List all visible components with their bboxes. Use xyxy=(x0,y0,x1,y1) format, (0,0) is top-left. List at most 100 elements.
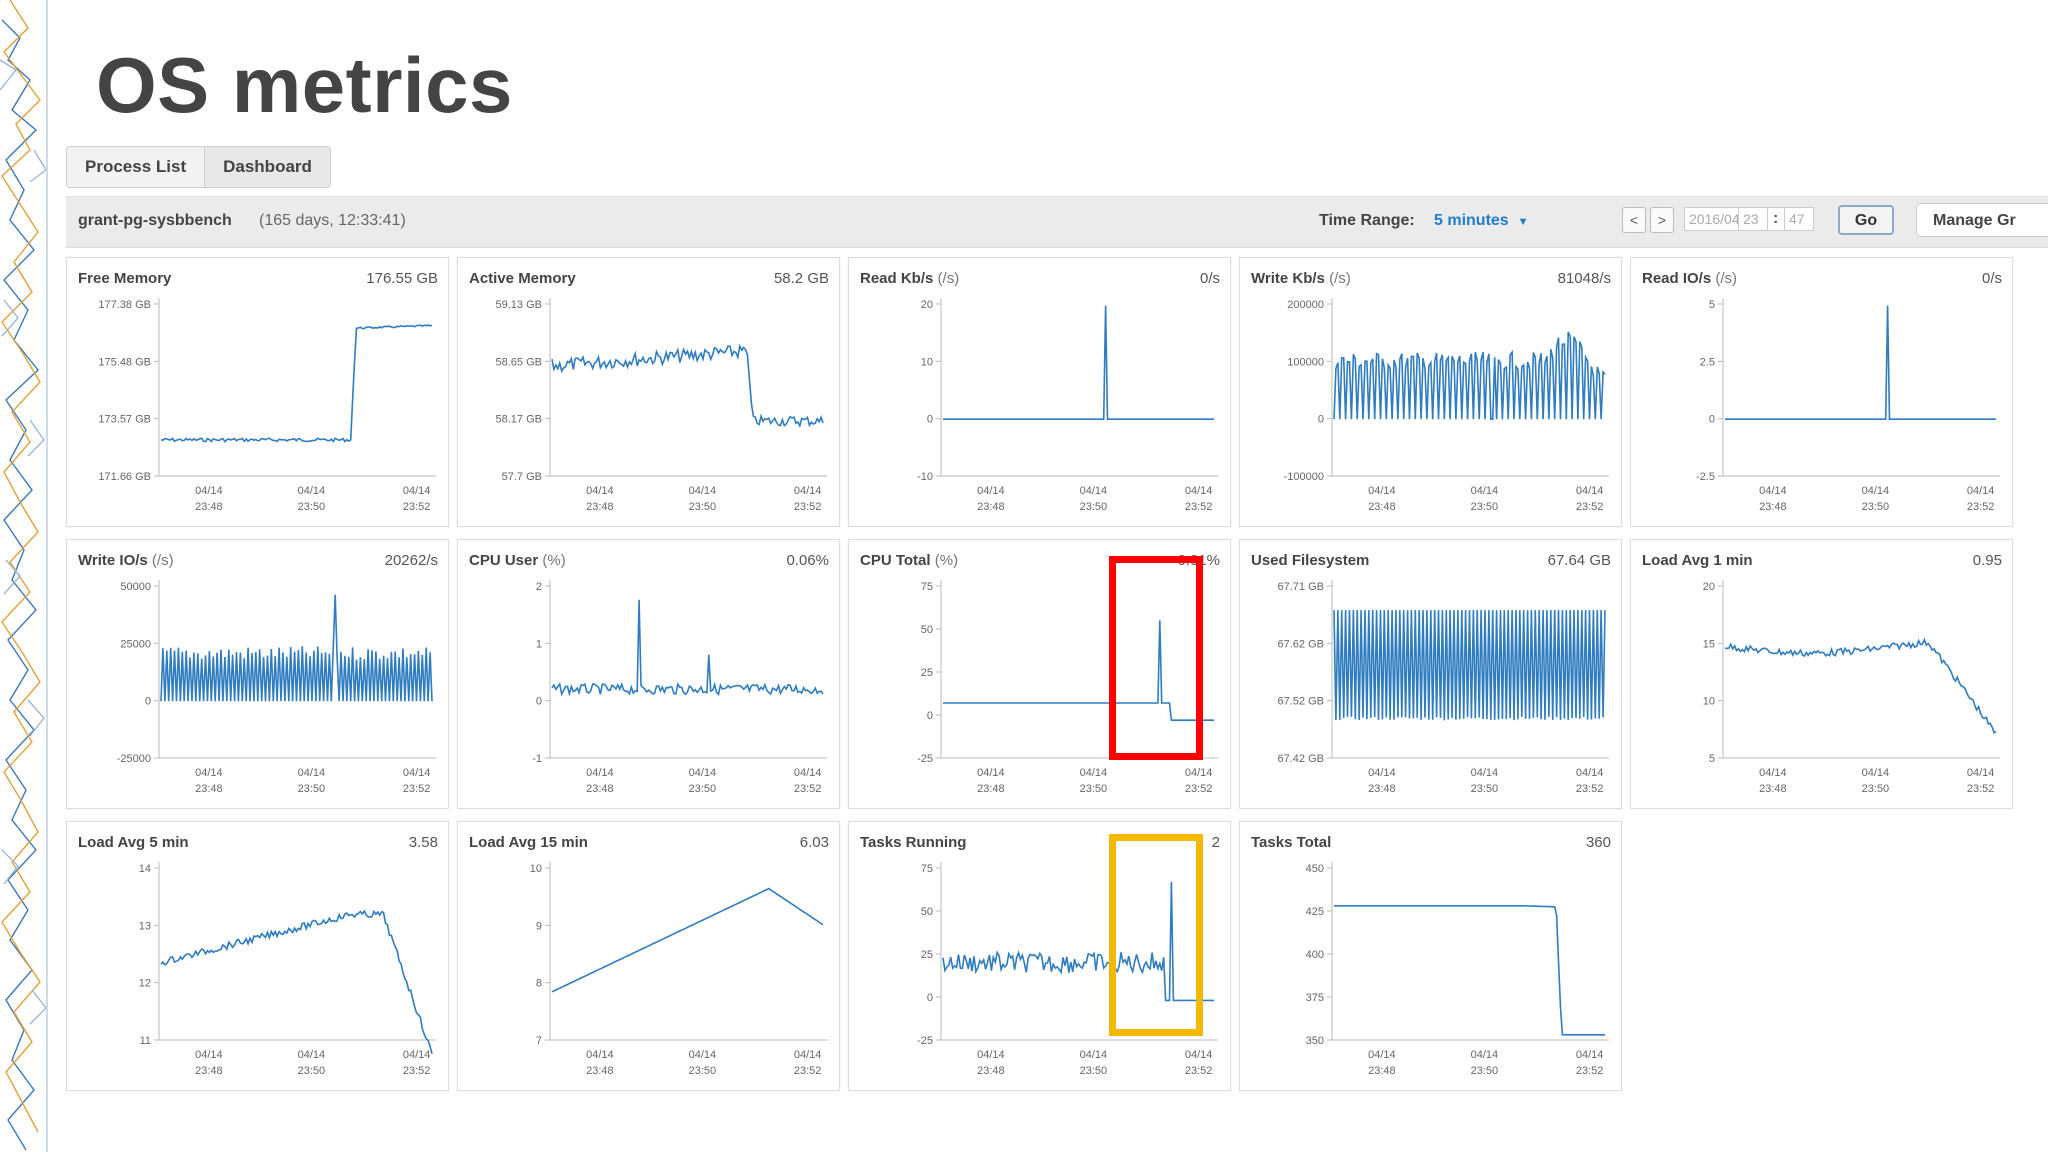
y-tick-label: 0 xyxy=(1318,414,1324,426)
x-tick-date: 04/14 xyxy=(1967,485,1995,497)
panel-title: Load Avg 15 min xyxy=(469,834,588,851)
x-tick-date: 04/14 xyxy=(794,485,822,497)
panel-chart: 177.38 GB 175.48 GB 173.57 GB 171.66 GB 04/1… xyxy=(98,298,436,513)
y-tick-label: 5 xyxy=(1709,299,1715,311)
y-tick-label: 0 xyxy=(927,992,933,1004)
x-tick-date: 04/14 xyxy=(1576,1049,1604,1061)
y-tick-label: 59.13 GB xyxy=(496,299,542,311)
y-tick-label: 0 xyxy=(927,710,933,722)
y-tick-label: 15 xyxy=(1703,638,1715,650)
panel-current-value: 176.55 GB xyxy=(366,270,438,287)
metric-series-line xyxy=(1333,610,1606,721)
x-tick-date: 04/14 xyxy=(1471,485,1499,497)
x-tick-time: 23:48 xyxy=(195,783,223,795)
panel-unit: (%) xyxy=(930,552,959,569)
x-tick-time: 23:50 xyxy=(1471,1065,1499,1077)
tab-dashboard[interactable]: Dashboard xyxy=(205,147,330,187)
x-tick-time: 23:52 xyxy=(403,783,431,795)
panel-title: CPU Total (%) xyxy=(860,552,958,569)
panel-title-text: Load Avg 5 min xyxy=(78,834,189,851)
y-tick-label: 12 xyxy=(139,978,151,990)
panel-unit: (%) xyxy=(538,552,566,569)
x-tick-time: 23:50 xyxy=(298,501,326,513)
x-tick-date: 04/14 xyxy=(1185,767,1213,779)
hour-input[interactable] xyxy=(1738,207,1768,231)
date-input[interactable] xyxy=(1684,207,1790,231)
x-tick-time: 23:50 xyxy=(1862,783,1890,795)
x-tick-date: 04/14 xyxy=(794,1049,822,1061)
metric-panel: Tasks Total 360 450 425 400 375 350 04/14 23:48 0… xyxy=(1239,821,1622,1091)
x-tick-time: 23:52 xyxy=(1967,501,1995,513)
y-tick-label: 67.62 GB xyxy=(1278,638,1324,650)
y-tick-label: 67.42 GB xyxy=(1278,753,1324,765)
metric-panel: CPU User (%) 0.06% 2 1 0 -1 04/14 23:48 04/14 23:… xyxy=(457,539,840,809)
next-button[interactable]: > xyxy=(1650,207,1674,233)
x-tick-time: 23:48 xyxy=(1368,783,1396,795)
metric-panel: Tasks Running 2 75 50 25 0 -25 04/14 23:48 04/14 2… xyxy=(848,821,1231,1091)
x-tick-time: 23:50 xyxy=(689,783,717,795)
panel-title-text: Active Memory xyxy=(469,270,576,287)
x-tick-date: 04/14 xyxy=(1471,767,1499,779)
panel-chart: 450 425 400 375 350 04/14 23:48 04/14 23:50 04/14… xyxy=(1306,862,1609,1077)
panel-title-text: Load Avg 15 min xyxy=(469,834,588,851)
y-tick-label: -25 xyxy=(917,753,933,765)
y-tick-label: 25 xyxy=(921,667,933,679)
x-tick-time: 23:52 xyxy=(1185,783,1213,795)
panel-chart: 20 10 0 -10 04/14 23:48 04/14 23:50 04/14 23:52 xyxy=(917,298,1218,513)
x-tick-date: 04/14 xyxy=(1368,1049,1396,1061)
metric-series-line xyxy=(160,909,433,1055)
go-button[interactable]: Go xyxy=(1838,205,1894,235)
metric-panel: Write IO/s (/s) 20262/s 50000 25000 0 -25000 0… xyxy=(66,539,449,809)
x-tick-time: 23:52 xyxy=(1185,501,1213,513)
panel-unit: (/s) xyxy=(1711,270,1738,287)
manage-graphs-button[interactable]: Manage Gr xyxy=(1916,203,2048,237)
panel-current-value: 58.2 GB xyxy=(773,270,829,287)
x-tick-time: 23:52 xyxy=(1576,501,1604,513)
tab-process-list[interactable]: Process List xyxy=(67,147,206,187)
panel-current-value: 360 xyxy=(1585,834,1611,851)
y-tick-label: 50 xyxy=(921,624,933,636)
panel-title: Write Kb/s (/s) xyxy=(1251,270,1351,287)
chart-axis xyxy=(1722,580,2000,759)
x-tick-date: 04/14 xyxy=(1185,1049,1213,1061)
x-tick-date: 04/14 xyxy=(1576,485,1604,497)
x-tick-date: 04/14 xyxy=(1368,767,1396,779)
x-tick-time: 23:52 xyxy=(403,1065,431,1077)
x-tick-time: 23:48 xyxy=(977,783,1005,795)
x-tick-date: 04/14 xyxy=(1967,767,1995,779)
previous-button[interactable]: < xyxy=(1622,207,1646,233)
panel-title-text: Used Filesystem xyxy=(1251,552,1370,569)
y-tick-label: 57.7 GB xyxy=(502,471,542,483)
y-tick-label: 425 xyxy=(1306,906,1324,918)
x-tick-time: 23:50 xyxy=(1471,501,1499,513)
panel-title-text: Tasks Running xyxy=(860,834,967,851)
x-tick-date: 04/14 xyxy=(1576,767,1604,779)
panel-title: Load Avg 1 min xyxy=(1642,552,1753,569)
x-tick-date: 04/14 xyxy=(977,767,1005,779)
panel-chart: 2 1 0 -1 04/14 23:48 04/14 23:50 04/14 23:52 xyxy=(532,580,827,795)
panel-unit: (/s) xyxy=(933,270,960,287)
x-tick-date: 04/14 xyxy=(195,767,223,779)
x-tick-date: 04/14 xyxy=(586,767,614,779)
y-tick-label: 9 xyxy=(536,920,542,932)
host-name: grant-pg-sysbbench xyxy=(78,212,232,229)
time-range-select[interactable]: 5 minutes ▼ xyxy=(1434,212,1528,230)
metric-panel: Read Kb/s (/s) 0/s 20 10 0 -10 04/14 23:48 04/14… xyxy=(848,257,1231,527)
decorative-side-pattern xyxy=(0,0,50,1152)
y-tick-label: 10 xyxy=(530,863,542,875)
uptime-text: (165 days, 12:33:41) xyxy=(259,212,406,229)
panel-title: Active Memory xyxy=(469,270,576,287)
y-tick-label: -25 xyxy=(917,1035,933,1047)
y-tick-label: 25 xyxy=(921,949,933,961)
x-tick-date: 04/14 xyxy=(403,767,431,779)
y-tick-label: 350 xyxy=(1306,1035,1324,1047)
panel-title: Write IO/s (/s) xyxy=(78,552,174,569)
y-tick-label: 58.65 GB xyxy=(496,356,542,368)
minute-input[interactable] xyxy=(1784,207,1814,231)
y-tick-label: 11 xyxy=(140,1035,151,1047)
panel-chart: 75 50 25 0 -25 04/14 23:48 04/14 23:50 04/14 23:52 xyxy=(917,862,1218,1077)
metric-series-line xyxy=(1724,637,1997,734)
x-tick-time: 23:50 xyxy=(1080,783,1108,795)
y-tick-label: 14 xyxy=(139,863,151,875)
metric-series-line xyxy=(1334,905,1605,1036)
